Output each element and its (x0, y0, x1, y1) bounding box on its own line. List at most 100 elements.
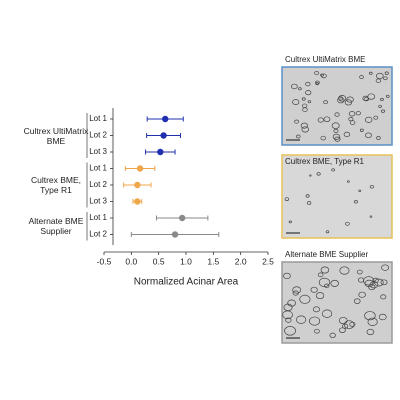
panel-title: Alternate BME Supplier (285, 250, 368, 259)
cell (339, 266, 350, 275)
cell (359, 128, 364, 132)
cell (315, 82, 319, 86)
cell (364, 311, 376, 321)
cell (302, 107, 308, 112)
cell (369, 185, 374, 189)
cell (369, 281, 379, 289)
cell (320, 73, 324, 77)
cell (330, 279, 339, 287)
x-axis-label: Normalized Acinar Area (134, 277, 239, 288)
point (134, 181, 141, 189)
cell (284, 197, 290, 201)
cell (305, 81, 311, 87)
cell (333, 128, 339, 133)
cell (309, 174, 312, 177)
category-label: Lot 2 (89, 230, 107, 239)
cell (334, 112, 340, 117)
category-label: Lot 2 (89, 180, 107, 189)
cell (369, 215, 373, 218)
panel-title: Cultrex BME, Type R1 (285, 157, 365, 166)
category-label: Lot 2 (89, 131, 107, 140)
cell (362, 95, 369, 101)
cell (365, 132, 372, 139)
cell (373, 115, 379, 120)
cell (344, 99, 353, 106)
cell (296, 134, 301, 139)
cell (385, 94, 390, 98)
cell (346, 96, 354, 103)
point (162, 115, 169, 123)
cell (345, 221, 350, 226)
cell (380, 97, 384, 101)
cell (364, 116, 373, 123)
x-tick-label: 0.0 (125, 256, 137, 266)
cell (337, 97, 345, 104)
cell (284, 326, 296, 336)
cell (368, 71, 373, 75)
point (157, 148, 164, 156)
cell (307, 201, 312, 205)
cell (315, 292, 325, 300)
cell (324, 283, 330, 289)
cell (300, 122, 308, 129)
cell (299, 294, 311, 304)
cell (305, 90, 312, 96)
cell (378, 104, 382, 108)
x-tick-label: 2.0 (235, 256, 247, 266)
cell (375, 78, 382, 83)
cell (343, 320, 355, 329)
cell (372, 277, 379, 284)
cell (348, 111, 356, 117)
micrograph (281, 154, 393, 239)
cell (298, 87, 302, 91)
x-tick-label: 0.5 (153, 256, 165, 266)
group-label: Cultrex UltiMatrix BME (23, 125, 89, 146)
point (160, 132, 167, 139)
cell (329, 332, 336, 338)
cell (358, 189, 362, 192)
cell (349, 321, 356, 327)
cell (331, 122, 340, 129)
category-label: Lot 3 (89, 147, 107, 156)
cell (376, 136, 381, 140)
cell (320, 266, 330, 274)
cell (349, 120, 356, 125)
cell (363, 276, 375, 286)
cell (321, 309, 333, 318)
cell (380, 279, 388, 286)
point (178, 214, 186, 222)
cell (381, 264, 390, 271)
cell (291, 83, 298, 90)
cell (323, 100, 328, 105)
cell (332, 133, 341, 140)
cell (294, 119, 299, 124)
point (171, 231, 179, 238)
cell (384, 71, 389, 75)
cell (367, 317, 378, 326)
cell (353, 298, 361, 304)
cell (368, 284, 376, 291)
category-label: Lot 1 (89, 213, 107, 222)
cell (282, 310, 293, 320)
cell (338, 95, 347, 102)
x-tick-label: 1.0 (180, 256, 192, 266)
x-tick-label: -0.5 (97, 256, 112, 266)
cell (317, 272, 324, 278)
cell (309, 316, 321, 326)
cell (339, 327, 346, 333)
cell (346, 180, 350, 183)
cell (380, 109, 385, 113)
cell (285, 317, 292, 323)
cell (305, 194, 310, 198)
x-tick-label: 1.5 (207, 256, 219, 266)
cell (316, 172, 321, 176)
cell (287, 299, 296, 307)
cell (301, 126, 309, 133)
cell (292, 99, 300, 105)
cell (356, 269, 363, 275)
cell (338, 316, 348, 325)
cell (315, 80, 320, 85)
cell (378, 313, 387, 321)
